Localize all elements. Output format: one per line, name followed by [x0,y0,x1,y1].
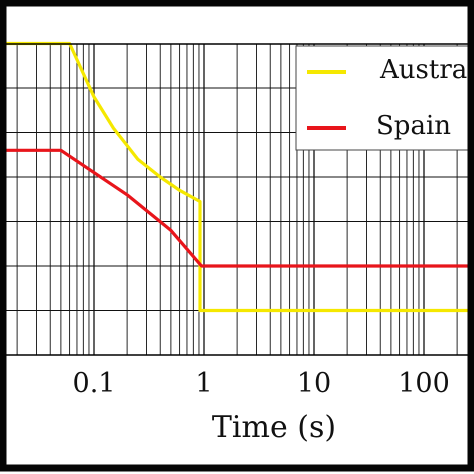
legend-label-spain: Spain [376,111,451,141]
x-tick-label: 10 [297,368,331,399]
x-tick-label: 100 [398,368,450,399]
x-axis-label: Time (s) [212,410,336,445]
series-line-spain [5,148,468,268]
legend-label-austra: Austra [379,55,467,85]
legend: Austra Spain [295,45,469,151]
x-tick-label: 0.1 [73,368,116,399]
legend-box [295,45,469,151]
series-line-austra [5,41,468,313]
x-tick-label: 1 [195,368,212,399]
series-layer [5,41,468,313]
